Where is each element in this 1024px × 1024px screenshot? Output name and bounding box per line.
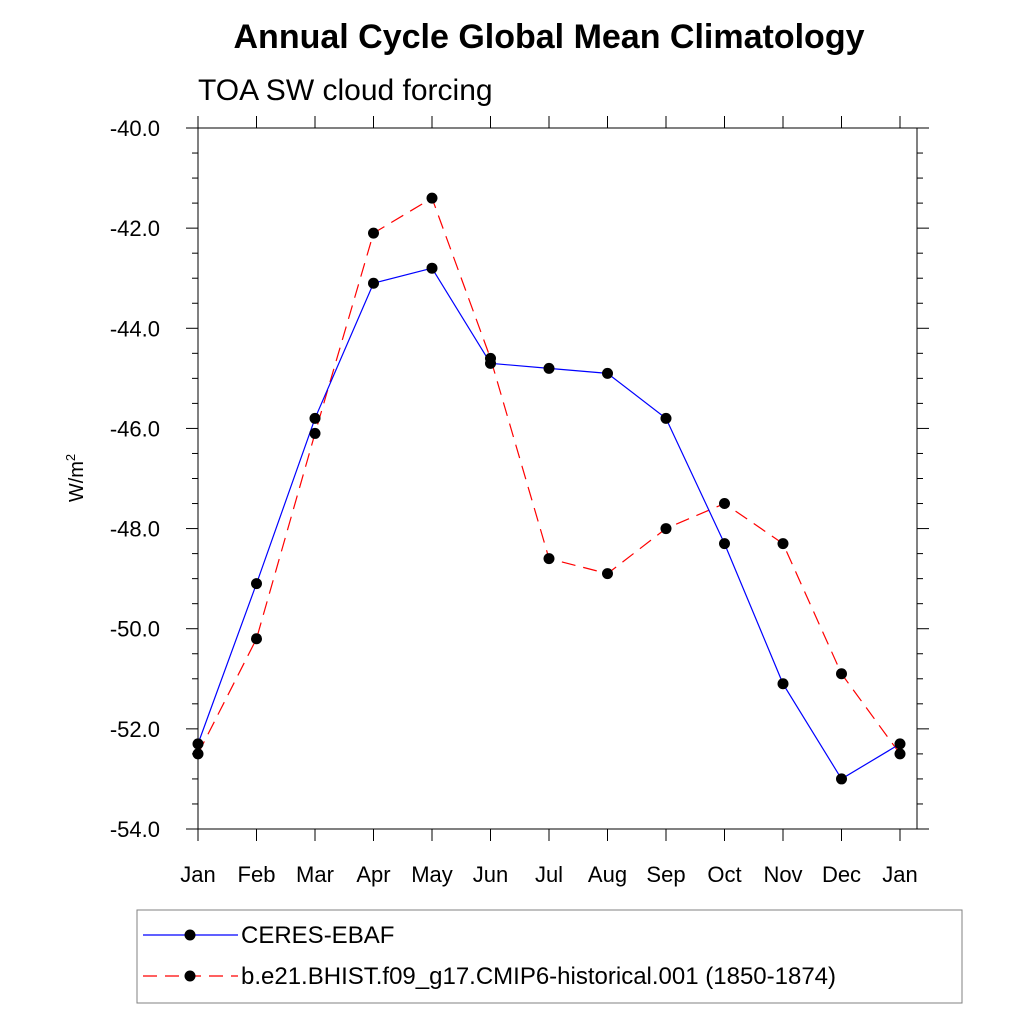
- y-tick-label: -48.0: [110, 517, 160, 542]
- series-0-point: [660, 412, 672, 424]
- series-1-point: [777, 538, 789, 550]
- series-1-point: [309, 427, 321, 439]
- y-tick-label: -40.0: [110, 116, 160, 141]
- y-tick-label: -46.0: [110, 416, 160, 441]
- axis-ticks: [186, 116, 929, 841]
- series-1-point: [426, 192, 438, 204]
- series-0-point: [368, 277, 379, 289]
- x-tick-labels: Jan Feb Mar Apr May Jun Jul Aug Sep Oct Nov Dec Jan: [180, 862, 917, 887]
- series-0-point: [602, 367, 613, 379]
- series-0-point: [426, 262, 438, 274]
- legend-marker-0: [184, 929, 196, 941]
- series-1-point: [660, 523, 672, 535]
- y-tick-label: -42.0: [110, 216, 160, 241]
- y-axis-label-unit: W/m: [66, 461, 88, 502]
- series-line-1: [197, 197, 901, 755]
- series-0-point: [485, 357, 496, 369]
- y-tick-label: -54.0: [110, 817, 160, 842]
- series-0-point: [543, 362, 555, 374]
- x-tick-label: Jan: [180, 862, 215, 887]
- x-tick-label: Apr: [356, 862, 390, 887]
- y-tick-label: -44.0: [110, 316, 160, 341]
- y-tick-label: -52.0: [110, 717, 160, 742]
- series-1-point: [192, 748, 204, 760]
- x-tick-label: Jun: [473, 862, 508, 887]
- x-tick-label: Aug: [588, 862, 627, 887]
- x-tick-label: Mar: [296, 862, 334, 887]
- series-0-point: [719, 538, 730, 550]
- legend: CERES-EBAF b.e21.BHIST.f09_g17.CMIP6-hist…: [136, 909, 963, 1004]
- series-0-point: [251, 578, 262, 590]
- y-axis-label-exponent: 2: [63, 454, 78, 461]
- x-tick-label: May: [411, 862, 453, 887]
- series-1-point: [251, 633, 262, 645]
- series-1-point: [368, 227, 379, 239]
- x-tick-label: Sep: [646, 862, 685, 887]
- x-tick-label: Jul: [535, 862, 563, 887]
- x-tick-label: Feb: [238, 862, 276, 887]
- series-1-point: [602, 568, 613, 580]
- series-1-point: [836, 668, 847, 680]
- series-0-point: [836, 773, 847, 785]
- legend-items: CERES-EBAF b.e21.BHIST.f09_g17.CMIP6-hist…: [143, 922, 836, 990]
- legend-label-1: b.e21.BHIST.f09_g17.CMIP6-historical.001…: [241, 963, 836, 990]
- chart-subtitle: TOA SW cloud forcing: [198, 74, 493, 107]
- series-0-point: [192, 738, 204, 750]
- series-1-point: [894, 748, 906, 760]
- x-tick-label: Dec: [822, 862, 861, 887]
- series-0-point: [309, 412, 321, 424]
- x-tick-label: Jan: [882, 862, 917, 887]
- plot-frame: [197, 127, 918, 830]
- series-1-point: [543, 553, 555, 565]
- y-tick-labels: -40.0 -42.0 -44.0 -46.0 -48.0 -50.0 -52.0 -54.0: [110, 116, 160, 842]
- legend-marker-1: [184, 970, 196, 982]
- legend-label-0: CERES-EBAF: [241, 922, 394, 949]
- chart-title: Annual Cycle Global Mean Climatology: [234, 18, 865, 56]
- x-tick-label: Oct: [707, 862, 741, 887]
- series-line-0: [197, 267, 901, 780]
- series-0-point: [894, 738, 906, 750]
- series-0-point: [777, 678, 789, 690]
- legend-box: [136, 909, 963, 1004]
- y-tick-label: -50.0: [110, 617, 160, 642]
- series-layer: [192, 192, 906, 785]
- series-1-point: [719, 498, 730, 510]
- x-tick-label: Nov: [763, 862, 802, 887]
- y-axis-label: W/m2: [63, 454, 88, 502]
